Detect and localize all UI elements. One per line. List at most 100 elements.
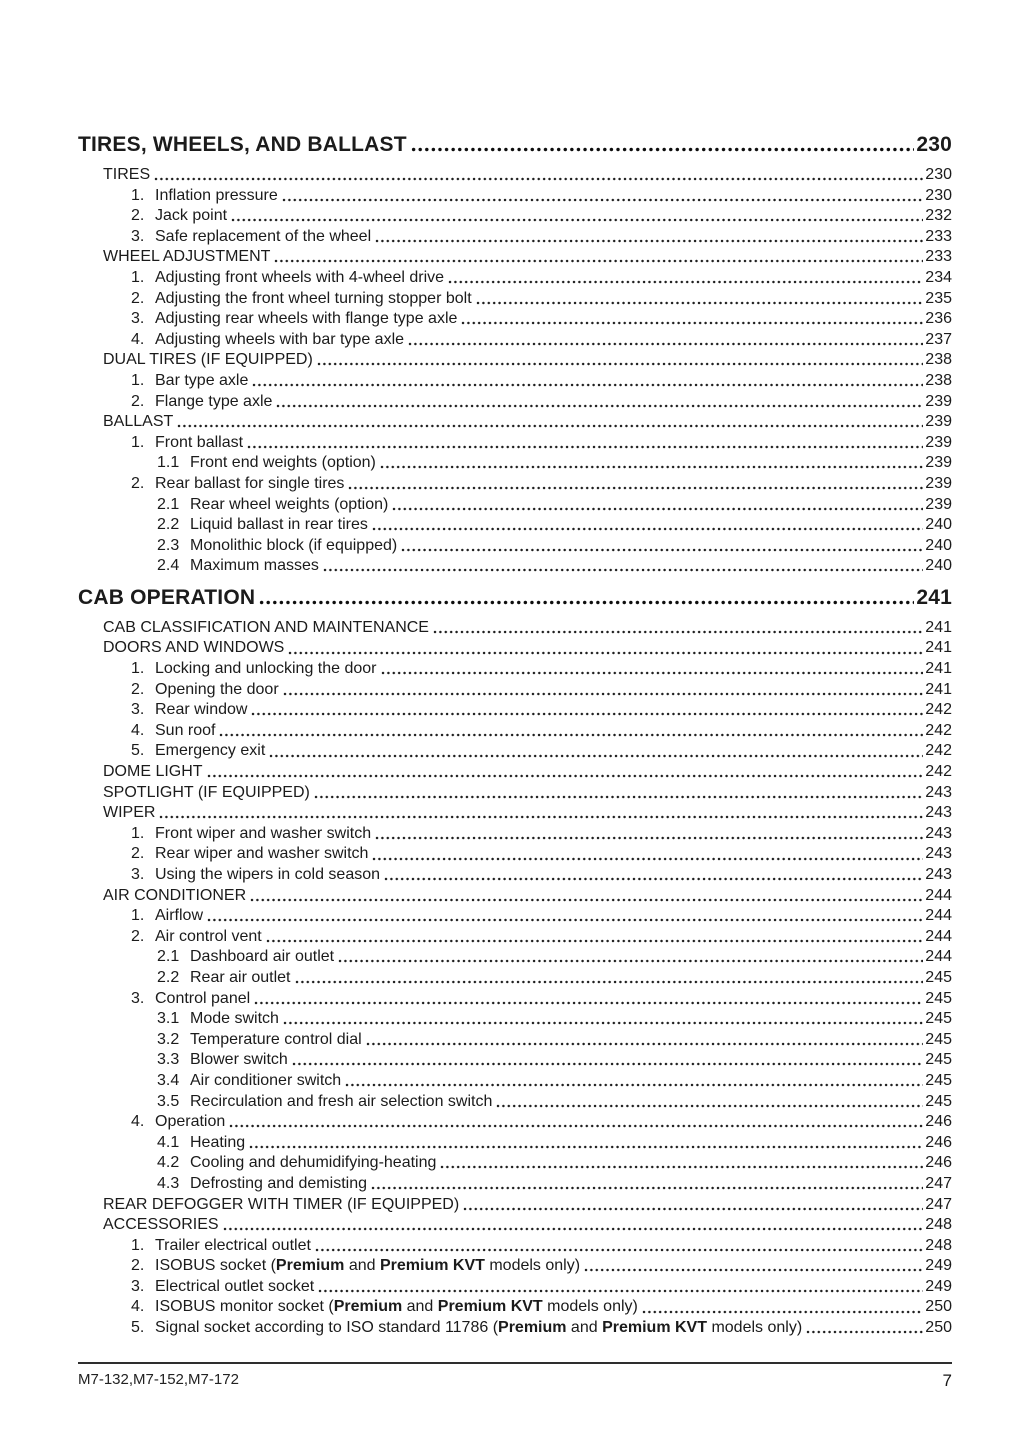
toc-entry-label: Bar type axle <box>155 371 249 389</box>
toc-entry: 3. Control panel 245 <box>78 989 952 1010</box>
toc-entry: 4. Operation 246 <box>78 1112 952 1133</box>
toc-entry-page: 243 <box>925 824 952 842</box>
toc-entry-number: 1. <box>131 824 145 842</box>
toc-entry: 2. Adjusting the front wheel turning stop… <box>78 289 952 310</box>
toc-entry-label: Rear wheel weights (option) <box>190 495 389 513</box>
toc-entry-label: Rear air outlet <box>190 968 291 986</box>
toc-entry-page: 244 <box>925 927 952 945</box>
toc-entry: 1. Front ballast 239 <box>78 433 952 454</box>
toc-entry-page: 245 <box>925 1030 952 1048</box>
toc-entry-label: Temperature control dial <box>190 1030 362 1048</box>
toc-entry-page: 230 <box>925 186 952 204</box>
toc-entry-number: 2. <box>131 207 145 225</box>
toc-entry: 1.1 Front end weights (option) 239 <box>78 453 952 474</box>
toc-entry-number: 2.1 <box>157 948 180 966</box>
dot-leader <box>641 1308 924 1315</box>
toc-entry-page: 250 <box>925 1298 952 1316</box>
toc-entry-label: DOME LIGHT <box>103 763 203 781</box>
toc-entry: DUAL TIRES (IF EQUIPPED) 238 <box>78 350 952 371</box>
toc-entry-page: 236 <box>925 310 952 328</box>
dot-leader <box>231 217 924 224</box>
toc-section-header: TIRES, WHEELS, AND BALLAST 230 <box>78 131 952 158</box>
toc-entry: 2. Opening the door 241 <box>78 680 952 701</box>
toc-entry-label: Control panel <box>155 989 251 1007</box>
toc-entry-page: 241 <box>925 639 952 657</box>
toc-entry-page: 242 <box>925 763 952 781</box>
toc-entry-label: Front end weights (option) <box>190 454 376 472</box>
toc-entry-page: 245 <box>925 1010 952 1028</box>
toc-entry-label: Flange type axle <box>155 392 273 410</box>
toc-entry: 2.2 Liquid ballast in rear tires 240 <box>78 515 952 536</box>
toc-entry-label: DOORS AND WINDOWS <box>103 639 285 657</box>
toc-entry-label: Rear wiper and washer switch <box>155 845 369 863</box>
dot-leader <box>294 979 924 986</box>
toc-entry-number: 3.3 <box>157 1051 180 1069</box>
toc-entry: 2. Air control vent 244 <box>78 927 952 948</box>
toc-entry-number: 3. <box>131 701 145 719</box>
toc-entry-page: 238 <box>925 351 952 369</box>
dot-leader <box>371 526 924 533</box>
toc-entry-label: Front ballast <box>155 433 244 451</box>
toc-entry: 4.1 Heating 246 <box>78 1133 952 1154</box>
dot-leader <box>408 340 924 347</box>
toc-entry-page: 243 <box>925 783 952 801</box>
toc-entry-page: 246 <box>925 1154 952 1172</box>
toc-entry-number: 4. <box>131 1113 145 1131</box>
dot-leader <box>392 505 924 512</box>
toc-entry-page: 245 <box>925 968 952 986</box>
dot-leader <box>229 1123 924 1130</box>
dot-leader <box>401 546 924 553</box>
toc-entry-label: Heating <box>190 1133 246 1151</box>
toc-entry-label: Rear ballast for single tires <box>155 474 345 492</box>
dot-leader <box>375 237 924 244</box>
dot-leader <box>219 731 924 738</box>
toc-entry-label: Rear window <box>155 701 248 719</box>
dot-leader <box>206 773 924 780</box>
toc-entry-label: CAB CLASSIFICATION AND MAINTENANCE <box>103 618 429 636</box>
toc-entry-label: ISOBUS socket (Premium and Premium KVT m… <box>155 1257 581 1275</box>
dot-leader <box>318 1287 924 1294</box>
toc-entry-number: 4. <box>131 721 145 739</box>
toc-entry: 2.1 Rear wheel weights (option) 239 <box>78 495 952 516</box>
toc-entry-label: Blower switch <box>190 1051 288 1069</box>
toc-entry-label: Adjusting the front wheel turning stoppe… <box>155 289 472 307</box>
toc-entry-number: 1.1 <box>157 454 180 472</box>
dot-leader <box>379 464 924 471</box>
table-of-contents: TIRES, WHEELS, AND BALLAST 230 TIRES 230 1. I… <box>78 131 952 1339</box>
toc-entry: 2. ISOBUS socket (Premium and Premium KVT… <box>78 1256 952 1277</box>
toc-entry-page: 245 <box>925 1071 952 1089</box>
toc-section-page: 230 <box>916 133 952 156</box>
toc-entry: CAB CLASSIFICATION AND MAINTENANCE 241 <box>78 618 952 639</box>
toc-entry-page: 239 <box>925 474 952 492</box>
dot-leader <box>496 1102 924 1109</box>
toc-entry-page: 239 <box>925 454 952 472</box>
toc-entry-label: Maximum masses <box>190 557 319 575</box>
toc-entry-label: AIR CONDITIONER <box>103 886 247 904</box>
toc-entry-page: 244 <box>925 907 952 925</box>
toc-entry-number: 3. <box>131 227 145 245</box>
dot-leader <box>432 628 924 635</box>
toc-entry-page: 240 <box>925 557 952 575</box>
toc-entry-page: 244 <box>925 886 952 904</box>
toc-entry: 3. Using the wipers in cold season 243 <box>78 865 952 886</box>
toc-entry-page: 233 <box>925 248 952 266</box>
toc-entry: 1. Front wiper and washer switch 243 <box>78 824 952 845</box>
toc-entry-label: Mode switch <box>190 1010 279 1028</box>
toc-entry-page: 242 <box>925 701 952 719</box>
dot-leader <box>806 1329 924 1336</box>
toc-entry: WHEEL ADJUSTMENT 233 <box>78 247 952 268</box>
dot-leader <box>461 320 924 327</box>
toc-entry-page: 239 <box>925 433 952 451</box>
toc-entry-label: Defrosting and demisting <box>190 1174 367 1192</box>
dot-leader <box>345 1082 924 1089</box>
toc-entry-page: 232 <box>925 207 952 225</box>
toc-entry: 4. ISOBUS monitor socket (Premium and Pre… <box>78 1297 952 1318</box>
toc-entry-page: 234 <box>925 268 952 286</box>
toc-entry-label: Operation <box>155 1113 226 1131</box>
toc-section-title: TIRES, WHEELS, AND BALLAST <box>78 133 407 156</box>
toc-entry-page: 245 <box>925 1051 952 1069</box>
toc-entry-label: Signal socket according to ISO standard … <box>155 1319 803 1337</box>
toc-entry-page: 247 <box>925 1195 952 1213</box>
toc-entry: REAR DEFOGGER WITH TIMER (IF EQUIPPED) 24… <box>78 1195 952 1216</box>
toc-entry-label: WHEEL ADJUSTMENT <box>103 248 271 266</box>
